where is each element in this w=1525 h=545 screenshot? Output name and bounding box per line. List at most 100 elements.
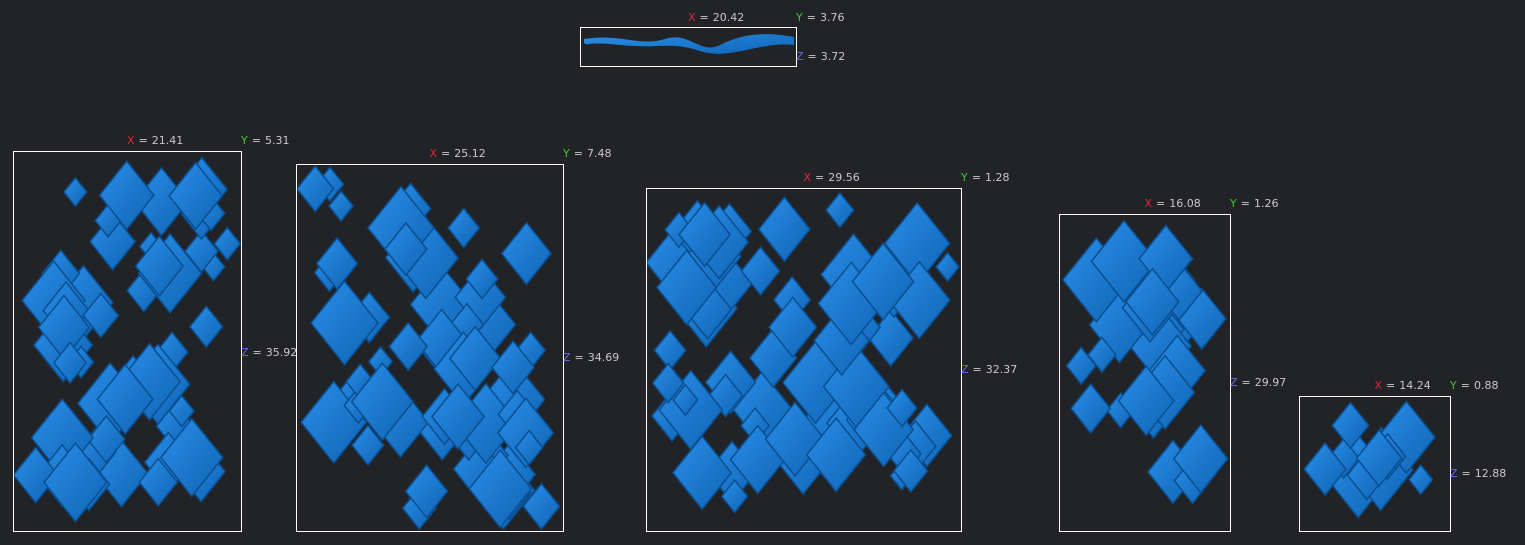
dimension-value: 7.48 — [587, 147, 612, 160]
dimension-value: 29.56 — [828, 171, 860, 184]
mesh-tile — [1125, 267, 1180, 337]
dimension-label: X = 20.42 — [688, 11, 744, 24]
dimension-label: Y = 3.76 — [795, 11, 844, 24]
mesh-tile — [448, 325, 502, 392]
axis-letter: Z — [241, 346, 249, 359]
axis-letter: X — [1145, 197, 1153, 210]
dimension-value: 3.72 — [821, 50, 846, 63]
separator: = — [972, 171, 981, 184]
bounding-box — [296, 164, 564, 532]
mesh-tile — [740, 245, 781, 297]
object: X = 20.42 Y = 3.76 Z = 3.72 — [580, 11, 846, 67]
separator: = — [253, 346, 262, 359]
mesh-tile — [1355, 428, 1403, 488]
dimension-value: 25.12 — [454, 147, 486, 160]
mesh-tile — [651, 362, 685, 404]
dimension-label: X = 25.12 — [430, 147, 486, 160]
mesh-tile — [351, 424, 385, 467]
axis-letter: Y — [1449, 379, 1457, 392]
bounding-box — [1299, 396, 1451, 532]
mesh-tile — [1090, 219, 1158, 304]
mesh-shape — [584, 34, 794, 54]
separator: = — [1241, 197, 1250, 210]
axis-letter: Z — [1450, 467, 1458, 480]
mesh-tile — [388, 321, 429, 372]
separator: = — [807, 11, 816, 24]
axis-letter: Y — [1229, 197, 1237, 210]
bounding-box — [580, 27, 797, 67]
axis-letter: Y — [960, 171, 968, 184]
mesh-tile — [500, 221, 553, 286]
dimension-label: X = 21.41 — [127, 134, 183, 147]
dimension-label: Y = 0.88 — [1449, 379, 1498, 392]
mesh-tile — [134, 235, 185, 298]
object: X = 14.24 Y = 0.88Z = 12.88 — [1299, 379, 1506, 532]
dimension-value: 29.97 — [1255, 376, 1287, 389]
mesh-tile — [213, 226, 242, 262]
mesh-tile — [62, 176, 88, 208]
axis-letter: X — [1375, 379, 1383, 392]
mesh-tile — [825, 191, 855, 229]
mesh-tile — [12, 446, 59, 504]
dimension-value: 34.69 — [588, 351, 620, 364]
separator: = — [575, 351, 584, 364]
mesh-tile — [720, 479, 749, 514]
dimension-label: Y = 5.31 — [240, 134, 289, 147]
separator: = — [1462, 467, 1471, 480]
separator: = — [441, 147, 450, 160]
axis-letter: Z — [961, 363, 969, 376]
separator: = — [700, 11, 709, 24]
axis-letter: Z — [563, 351, 571, 364]
axis-letter: X — [804, 171, 812, 184]
mesh-tile — [1303, 441, 1347, 497]
separator: = — [574, 147, 583, 160]
mesh-tile — [86, 414, 126, 464]
mesh-tile — [1087, 336, 1117, 374]
dimension-value: 16.08 — [1169, 197, 1201, 210]
dimension-label: Z = 34.69 — [563, 351, 619, 364]
mesh-tile — [383, 221, 428, 277]
mesh-tile — [757, 196, 811, 263]
separator: = — [815, 171, 824, 184]
dimension-value: 14.24 — [1399, 379, 1431, 392]
bounding-box — [1059, 214, 1231, 532]
mesh-tile — [1408, 463, 1434, 496]
object: X = 29.56 Y = 1.28Z = 32.37 — [645, 171, 1018, 532]
dimension-label: Y = 1.28 — [960, 171, 1009, 184]
dimension-value: 32.37 — [986, 363, 1018, 376]
mesh-tile — [764, 401, 826, 478]
mesh-tile — [805, 416, 867, 493]
separator: = — [139, 134, 148, 147]
mesh-tile — [168, 161, 224, 231]
dimension-value: 20.42 — [713, 11, 745, 24]
mesh-tile — [851, 242, 915, 321]
dimension-value: 21.41 — [152, 134, 184, 147]
mesh-tile — [522, 482, 561, 531]
mesh-tile — [1117, 365, 1175, 437]
axis-letter: X — [430, 147, 438, 160]
mesh-tile — [89, 212, 137, 272]
axis-letter: Y — [240, 134, 248, 147]
mesh-tile — [1070, 382, 1112, 435]
mesh-tile — [447, 207, 481, 249]
separator: = — [252, 134, 261, 147]
mesh-tile — [159, 417, 224, 498]
separator: = — [1386, 379, 1395, 392]
mesh-tile — [672, 383, 699, 417]
mesh-tile — [514, 429, 544, 466]
mesh-tile — [767, 296, 818, 359]
dimension-label: Z = 12.88 — [1450, 467, 1506, 480]
mesh-tile — [82, 292, 120, 339]
mesh-tile — [1172, 423, 1229, 494]
separator: = — [973, 363, 982, 376]
dimension-value: 5.31 — [265, 134, 290, 147]
dimension-label: Z = 29.97 — [1230, 376, 1286, 389]
mesh-tile — [328, 189, 355, 223]
object: X = 16.08 Y = 1.26Z = 29.97 — [1059, 197, 1286, 532]
object: X = 25.12 Y = 7.48Z = 34.69 — [295, 147, 619, 532]
mesh-tile — [183, 229, 219, 274]
mesh-tile — [188, 304, 224, 349]
separator: = — [1156, 197, 1165, 210]
separator: = — [1242, 376, 1251, 389]
